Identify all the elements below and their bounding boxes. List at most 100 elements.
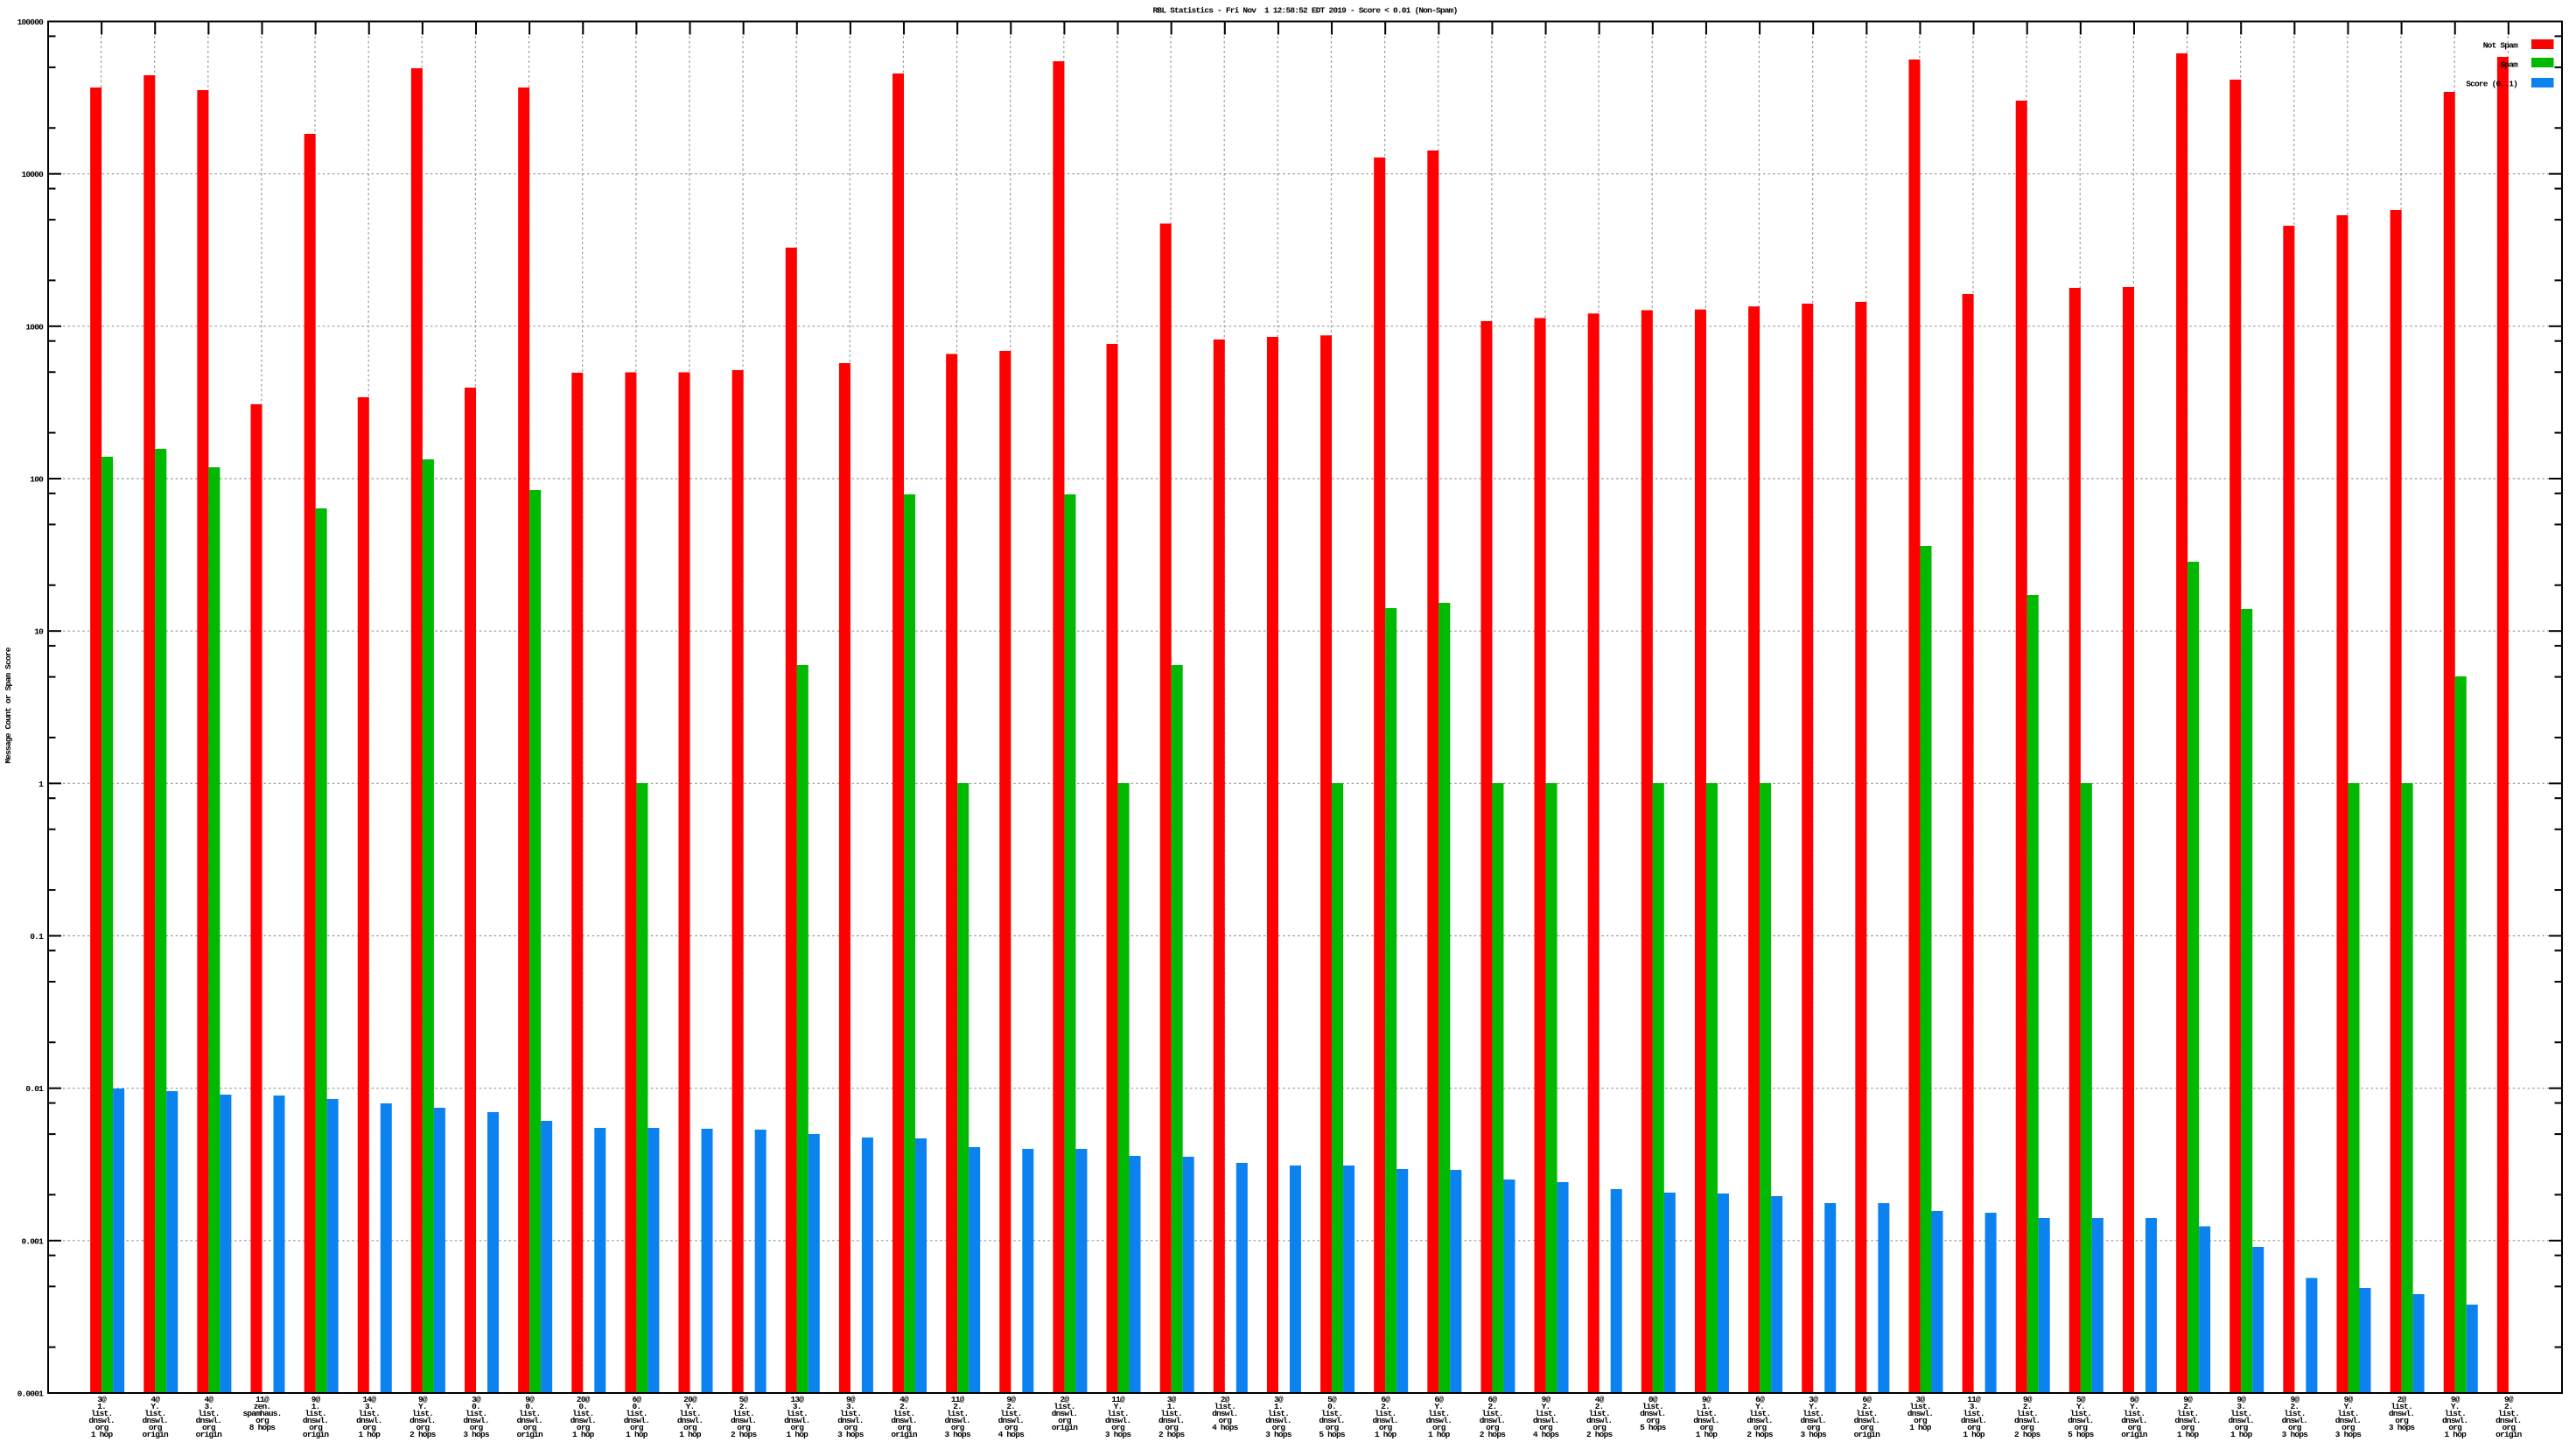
svg-text:dnswl.: dnswl. xyxy=(303,1416,328,1425)
svg-text:dnswl.: dnswl. xyxy=(1319,1416,1344,1425)
svg-text:Message Count or Spam Score: Message Count or Spam Score xyxy=(4,647,13,763)
svg-text:dnswl.: dnswl. xyxy=(784,1416,809,1425)
svg-text:dnswl.: dnswl. xyxy=(1746,1416,1772,1425)
svg-text:20@: 20@ xyxy=(577,1395,591,1404)
svg-text:dnswl.: dnswl. xyxy=(1533,1416,1558,1425)
svg-text:3 hops: 3 hops xyxy=(1801,1430,1828,1439)
svg-text:6@: 6@ xyxy=(1434,1395,1444,1404)
svg-text:dnswl.: dnswl. xyxy=(1105,1416,1130,1425)
svg-text:9@: 9@ xyxy=(418,1395,428,1404)
svg-text:2.: 2. xyxy=(900,1402,908,1411)
svg-text:origin: origin xyxy=(196,1430,223,1439)
svg-text:org: org xyxy=(683,1423,697,1432)
svg-text:list.: list. xyxy=(1214,1402,1236,1411)
svg-text:org: org xyxy=(844,1423,858,1432)
svg-text:list.: list. xyxy=(2230,1409,2252,1418)
svg-text:dnswl.: dnswl. xyxy=(2389,1409,2414,1418)
svg-text:org: org xyxy=(149,1423,163,1432)
svg-text:Y.: Y. xyxy=(418,1402,427,1411)
svg-text:11@: 11@ xyxy=(1111,1395,1125,1404)
svg-text:list.: list. xyxy=(1963,1409,1984,1418)
svg-text:origin: origin xyxy=(891,1430,918,1439)
svg-text:org: org xyxy=(1272,1423,1286,1432)
svg-text:list.: list. xyxy=(91,1409,113,1418)
svg-text:6@: 6@ xyxy=(1862,1395,1872,1404)
svg-text:dnswl.: dnswl. xyxy=(1212,1409,1237,1418)
svg-text:org: org xyxy=(790,1423,804,1432)
svg-text:1 hop: 1 hop xyxy=(1909,1423,1932,1432)
svg-text:origin: origin xyxy=(1854,1430,1881,1439)
svg-text:10: 10 xyxy=(34,627,44,637)
svg-text:9@: 9@ xyxy=(525,1395,535,1404)
svg-text:9@: 9@ xyxy=(2236,1395,2246,1404)
svg-text:11@: 11@ xyxy=(1967,1395,1981,1404)
svg-text:list.: list. xyxy=(2124,1409,2146,1418)
svg-text:5@: 5@ xyxy=(1327,1395,1337,1404)
svg-text:0.01: 0.01 xyxy=(25,1084,44,1094)
svg-text:6@: 6@ xyxy=(1755,1395,1765,1404)
svg-text:3 hops: 3 hops xyxy=(944,1430,971,1439)
svg-text:org: org xyxy=(202,1423,216,1432)
svg-text:list.: list. xyxy=(947,1409,969,1418)
svg-text:dnswl.: dnswl. xyxy=(998,1416,1024,1425)
svg-text:4@: 4@ xyxy=(900,1395,909,1404)
svg-text:3 hops: 3 hops xyxy=(1265,1430,1292,1439)
svg-text:6@: 6@ xyxy=(1488,1395,1498,1404)
svg-text:dnswl.: dnswl. xyxy=(2229,1416,2254,1425)
svg-text:org: org xyxy=(1379,1423,1393,1432)
svg-text:2 hops: 2 hops xyxy=(1586,1430,1614,1439)
svg-text:6@: 6@ xyxy=(1381,1395,1390,1404)
svg-text:4@: 4@ xyxy=(1595,1395,1605,1404)
svg-text:2.: 2. xyxy=(2290,1402,2299,1411)
svg-text:dnswl.: dnswl. xyxy=(463,1416,488,1425)
svg-text:3 hops: 3 hops xyxy=(463,1430,490,1439)
svg-text:dnswl.: dnswl. xyxy=(1961,1416,1986,1425)
svg-text:3 hops: 3 hops xyxy=(837,1430,864,1439)
svg-text:1.: 1. xyxy=(1274,1402,1283,1411)
svg-text:list.: list. xyxy=(1268,1409,1290,1418)
svg-text:4 hops: 4 hops xyxy=(1212,1423,1239,1432)
svg-text:4 hops: 4 hops xyxy=(998,1430,1026,1439)
svg-text:9@: 9@ xyxy=(1006,1395,1016,1404)
svg-text:dnswl.: dnswl. xyxy=(2442,1416,2468,1425)
svg-text:3.: 3. xyxy=(846,1402,855,1411)
svg-text:4@: 4@ xyxy=(204,1395,214,1404)
svg-text:origin: origin xyxy=(143,1430,170,1439)
svg-text:list.: list. xyxy=(1909,1402,1931,1411)
svg-text:0.: 0. xyxy=(578,1402,587,1411)
svg-text:5@: 5@ xyxy=(739,1395,749,1404)
svg-text:org: org xyxy=(1486,1423,1500,1432)
svg-text:dnswl.: dnswl. xyxy=(1158,1416,1184,1425)
svg-text:dnswl.: dnswl. xyxy=(516,1416,542,1425)
svg-text:origin: origin xyxy=(303,1430,330,1439)
svg-text:0.001: 0.001 xyxy=(21,1236,44,1246)
svg-text:0@: 0@ xyxy=(1648,1395,1658,1404)
svg-text:org: org xyxy=(362,1423,376,1432)
svg-text:list.: list. xyxy=(144,1409,166,1418)
svg-text:org: org xyxy=(898,1423,912,1432)
svg-text:5 hops: 5 hops xyxy=(1319,1430,1346,1439)
svg-text:org: org xyxy=(1218,1416,1232,1425)
svg-text:org: org xyxy=(630,1423,644,1432)
svg-text:list.: list. xyxy=(412,1409,434,1418)
svg-text:spamhaus.: spamhaus. xyxy=(242,1409,281,1418)
svg-text:org: org xyxy=(1058,1416,1072,1425)
svg-text:2@: 2@ xyxy=(2398,1395,2407,1404)
svg-text:3@: 3@ xyxy=(1809,1395,1818,1404)
svg-text:dnswl.: dnswl. xyxy=(1801,1416,1826,1425)
svg-text:1 hop: 1 hop xyxy=(359,1430,382,1439)
svg-text:org: org xyxy=(2181,1423,2195,1432)
svg-text:dnswl.: dnswl. xyxy=(944,1416,970,1425)
svg-text:Y.: Y. xyxy=(686,1402,695,1411)
svg-text:2.: 2. xyxy=(2023,1402,2032,1411)
svg-text:RBL Statistics - Fri Nov 1 12: RBL Statistics - Fri Nov 1 12:58:52 EDT … xyxy=(1153,6,1458,16)
svg-text:list.: list. xyxy=(1054,1402,1075,1411)
svg-text:Y.: Y. xyxy=(1755,1402,1764,1411)
svg-text:Y.: Y. xyxy=(1809,1402,1817,1411)
svg-text:dnswl.: dnswl. xyxy=(1426,1416,1452,1425)
svg-text:list.: list. xyxy=(2390,1402,2412,1411)
svg-text:list.: list. xyxy=(1160,1409,1182,1418)
svg-text:list.: list. xyxy=(2337,1409,2359,1418)
svg-text:org: org xyxy=(1539,1423,1553,1432)
svg-text:dnswl.: dnswl. xyxy=(1854,1416,1880,1425)
